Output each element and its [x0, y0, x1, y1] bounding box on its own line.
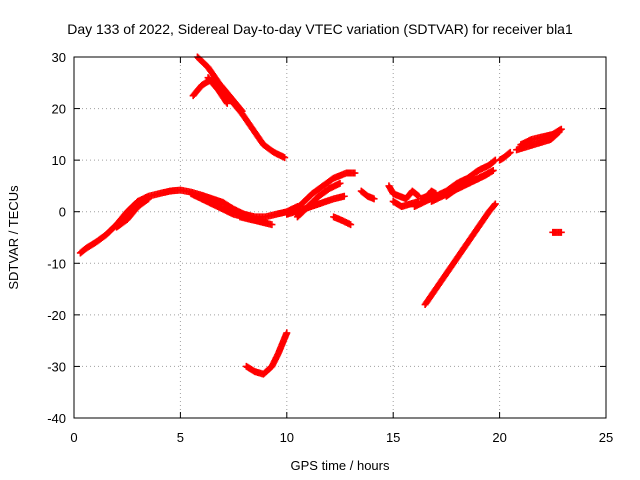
data-point [336, 179, 344, 187]
y-tick-label: -10 [47, 256, 66, 271]
data-point [238, 107, 246, 115]
data-point [222, 98, 230, 106]
series-descent [421, 200, 499, 309]
data-point [283, 329, 291, 337]
series-rising-3 [442, 169, 493, 200]
data-point [347, 221, 355, 229]
series-arc-e [289, 169, 359, 216]
series-arc-h [330, 213, 355, 229]
y-tick-label: 0 [59, 205, 66, 220]
series-arc-d [236, 213, 276, 229]
plot-frame [73, 56, 607, 419]
data-point [490, 157, 498, 165]
grid [74, 57, 606, 418]
data-point [237, 106, 245, 114]
series-late-4 [549, 228, 565, 236]
data-point [144, 195, 152, 203]
data-points [76, 53, 565, 378]
y-axis-label: SDTVAR / TECUs [6, 185, 21, 290]
data-point [414, 191, 422, 199]
y-tick-label: -40 [47, 411, 66, 426]
chart-title: Day 133 of 2022, Sidereal Day-to-day VTE… [67, 21, 573, 37]
series-late-1 [496, 148, 514, 164]
data-point [340, 192, 348, 200]
series-arc-i [357, 187, 378, 203]
x-tick-label: 25 [599, 430, 613, 445]
data-point [506, 148, 514, 156]
data-point [351, 169, 359, 177]
y-tick-label: 30 [52, 50, 66, 65]
data-point [281, 154, 289, 162]
series-cluster-1 [385, 182, 423, 203]
data-point [268, 221, 276, 229]
data-point [223, 99, 231, 107]
data-point [491, 200, 499, 208]
data-point [370, 195, 378, 203]
data-point [557, 228, 565, 236]
x-tick-label: 15 [386, 430, 400, 445]
x-tick-label: 5 [177, 430, 184, 445]
series-bottom-arc [242, 329, 291, 378]
series-upper-arc-3 [204, 74, 231, 107]
x-tick-label: 10 [280, 430, 294, 445]
y-tick-label: -20 [47, 308, 66, 323]
data-point [505, 149, 513, 157]
y-tick-label: 10 [52, 153, 66, 168]
data-point [485, 169, 493, 177]
x-tick-label: 20 [492, 430, 506, 445]
data-point [143, 196, 151, 204]
series-upper-arc-2 [189, 76, 246, 115]
data-point [557, 125, 565, 133]
y-tick-label: 20 [52, 102, 66, 117]
series-upper-arc-1 [193, 53, 289, 162]
series-arc-c [113, 195, 152, 231]
data-point [489, 166, 497, 174]
x-tick-label: 0 [70, 430, 77, 445]
series-late-3 [517, 125, 565, 149]
series-rising-1 [410, 156, 499, 211]
y-tick-label: -30 [47, 359, 66, 374]
data-point [490, 201, 498, 209]
axis-ticks: 0 5 10 15 20 25 -40 -30 -20 -10 0 10 20 30 [47, 50, 613, 445]
x-axis-label: GPS time / hours [291, 458, 390, 473]
series-arc-g [283, 192, 348, 218]
